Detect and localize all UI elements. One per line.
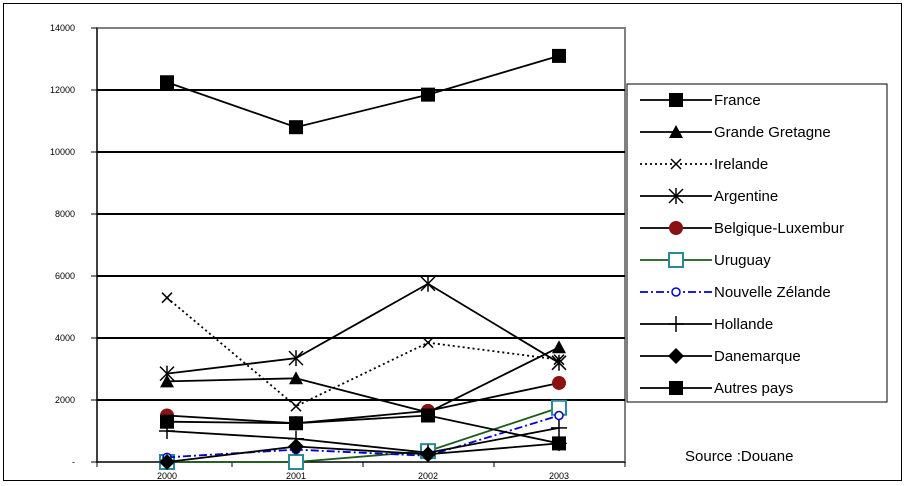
data-point-argentine xyxy=(420,275,436,292)
data-point-grande-gretagne xyxy=(289,371,303,385)
x-tick-label: 2001 xyxy=(286,471,306,481)
legend-label-irelande: Irelande xyxy=(714,156,768,173)
y-tick-label: 2000 xyxy=(55,395,75,405)
data-point-grande-gretagne xyxy=(552,340,566,354)
data-point-argentine xyxy=(288,350,304,367)
y-tick-label: 12000 xyxy=(50,85,75,95)
legend-marker-irelande xyxy=(670,158,682,170)
data-point-france xyxy=(289,120,303,135)
data-point-hollande xyxy=(551,419,567,436)
data-point-autres-pays xyxy=(552,436,566,451)
data-point-belgique-luxembur xyxy=(552,375,566,390)
y-tick-label: - xyxy=(72,457,75,467)
data-point-autres-pays xyxy=(289,416,303,431)
data-point-argentine xyxy=(551,354,567,371)
x-tick-label: 2003 xyxy=(549,471,569,481)
data-point-autres-pays xyxy=(421,408,435,423)
data-point-nouvelle-zelande xyxy=(554,410,564,421)
legend-marker-argentine xyxy=(668,188,684,204)
legend-marker-france xyxy=(669,93,683,107)
data-point-france xyxy=(160,75,174,90)
y-axis-ticks: - 2000 4000 6000 8000 10000 12000 14000 xyxy=(50,23,625,467)
legend-label-argentine: Argentine xyxy=(714,188,778,205)
series-line-belgique-luxembur xyxy=(166,382,560,425)
x-axis-ticks: 2000 2001 2002 2003 xyxy=(96,462,626,481)
data-point-france xyxy=(552,48,566,63)
series-line-autres-pays xyxy=(166,414,560,445)
data-point-danemarque xyxy=(420,446,436,463)
x-tick-label: 2000 xyxy=(157,471,177,481)
legend: France Grande Gretagne Irelande Argentine Be… xyxy=(640,92,844,397)
y-tick-label: 4000 xyxy=(55,333,75,343)
legend-marker-grande-gretagne xyxy=(669,125,683,138)
source-note: Source :Douane xyxy=(685,448,793,465)
gridlines xyxy=(97,89,625,401)
series-line-france xyxy=(166,55,560,129)
series-line-irelande xyxy=(166,297,560,408)
data-point-danemarque xyxy=(288,438,304,455)
series-group xyxy=(159,48,567,470)
legend-label-france: France xyxy=(714,92,761,109)
series-line-danemarque xyxy=(166,442,560,463)
y-tick-label: 6000 xyxy=(55,271,75,281)
data-point-irelande xyxy=(290,400,302,412)
series-line-grande-gretagne xyxy=(166,346,560,414)
legend-label-belgique-luxembur: Belgique-Luxembur xyxy=(714,220,844,237)
data-point-danemarque xyxy=(159,454,175,470)
legend-label-autres-pays: Autres pays xyxy=(714,380,793,397)
legend-marker-autres-pays xyxy=(669,381,683,395)
chart-frame xyxy=(3,3,902,481)
legend-marker-nouvelle-zelande xyxy=(671,287,681,297)
legend-marker-hollande xyxy=(668,316,684,332)
legend-marker-uruguay xyxy=(668,252,684,268)
legend-label-hollande: Hollande xyxy=(714,316,773,333)
data-point-france xyxy=(421,87,435,102)
data-point-argentine xyxy=(159,365,175,382)
legend-label-grande-gretagne: Grande Gretagne xyxy=(714,124,831,141)
legend-marker-danemarque xyxy=(668,348,684,364)
y-tick-label: 8000 xyxy=(55,209,75,219)
legend-marker-belgique-luxembur xyxy=(669,221,683,235)
series-line-hollande xyxy=(166,427,560,454)
series-line-argentine xyxy=(166,282,560,375)
data-point-irelande xyxy=(422,337,434,349)
legend-label-danemarque: Danemarque xyxy=(714,348,801,365)
data-point-irelande xyxy=(161,292,173,304)
x-tick-label: 2002 xyxy=(418,471,438,481)
data-point-uruguay xyxy=(288,454,304,470)
plot-area-border xyxy=(96,27,626,463)
y-tick-label: 14000 xyxy=(50,23,75,33)
data-point-autres-pays xyxy=(160,414,174,429)
y-tick-label: 10000 xyxy=(50,147,75,157)
legend-label-uruguay: Uruguay xyxy=(714,252,771,269)
legend-label-nouvelle-zelande: Nouvelle Zélande xyxy=(714,284,831,301)
